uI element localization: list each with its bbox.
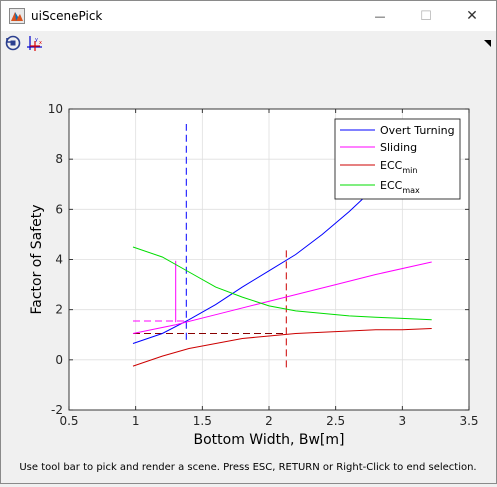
y-tick-label: 4 [55, 253, 63, 267]
y-tick-label: 8 [55, 152, 63, 166]
data-cursor-icon[interactable]: y x [26, 34, 44, 52]
y-axis-label: Factor of Safety [29, 204, 45, 314]
x-tick-label: 3 [399, 414, 407, 428]
svg-text:y: y [35, 37, 38, 43]
x-tick-label: 2.5 [326, 414, 345, 428]
legend-entry-subscript: max [402, 186, 420, 195]
svg-text:x: x [39, 40, 42, 46]
minimize-button[interactable]: — [357, 1, 403, 31]
x-tick-label: 0.5 [59, 414, 78, 428]
plot-lines [132, 124, 433, 368]
window-title: uiScenePick [31, 9, 103, 23]
y-tick-label: -2 [51, 403, 63, 417]
figure-area: 0.5 1 1.5 2 2.5 3 3.5 -2 0 2 4 6 8 10 Bottom Width, Bw… [1, 57, 496, 483]
figure-toolbar: y x [1, 31, 496, 55]
series-line-ecc-max [132, 246, 432, 321]
y-tick-label: 2 [55, 303, 63, 317]
x-axis-label: Bottom Width, Bw[m] [194, 432, 345, 448]
legend-box [334, 118, 461, 200]
y-tick-label: 10 [48, 102, 63, 116]
minimize-icon: — [374, 9, 386, 23]
legend-entry-subscript: min [402, 166, 417, 175]
y-tick-label: 0 [55, 353, 63, 367]
close-button[interactable]: ✕ [449, 1, 495, 31]
y-tick-label: 6 [55, 202, 63, 216]
maximize-icon: ☐ [420, 8, 432, 24]
rotate-view-icon[interactable] [4, 34, 22, 52]
status-text: Use tool bar to pick and render a scene.… [19, 462, 476, 473]
close-icon: ✕ [466, 8, 478, 24]
legend-entry: Sliding [380, 141, 417, 154]
toolbar-overflow-icon[interactable] [484, 40, 491, 47]
series-line-sliding [132, 261, 432, 334]
x-tick-label: 1 [132, 414, 140, 428]
x-tick-label: 2 [265, 414, 273, 428]
matlab-figure-icon [9, 8, 25, 24]
series-line-ecc-min [132, 328, 432, 367]
title-bar[interactable]: uiScenePick — ☐ ✕ [1, 1, 496, 31]
fos-chart[interactable]: 0.5 1 1.5 2 2.5 3 3.5 -2 0 2 4 6 8 10 Bottom Width, Bw… [1, 57, 496, 483]
x-tick-label: 1.5 [193, 414, 212, 428]
x-tick-label: 3.5 [459, 414, 478, 428]
maximize-button[interactable]: ☐ [403, 1, 449, 31]
legend-entry: Overt Turning [380, 124, 455, 137]
